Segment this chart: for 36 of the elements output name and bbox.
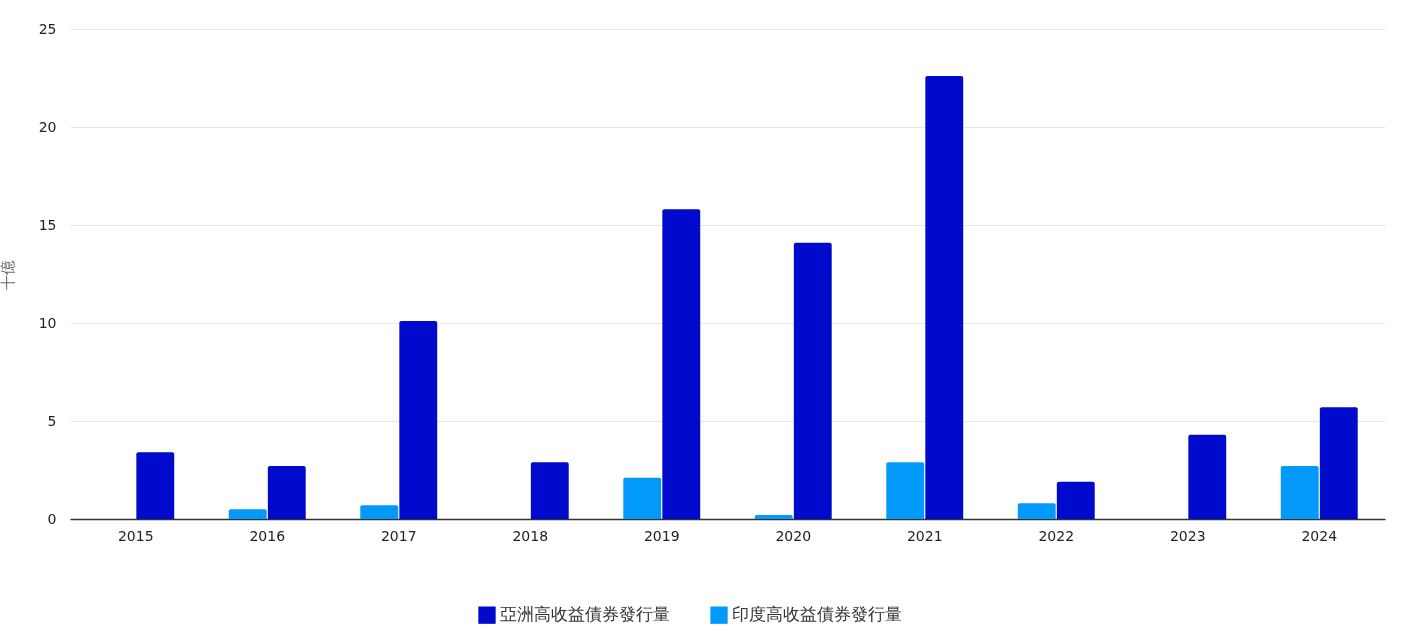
y-axis-title: 十億: [0, 259, 17, 290]
bar: [793, 242, 832, 519]
y-tick-label: 0: [47, 510, 57, 527]
bar: [623, 477, 662, 519]
x-tick-label: 2015: [117, 527, 154, 544]
x-tick-label: 2017: [380, 527, 417, 544]
x-tick-label: 2020: [775, 527, 812, 544]
x-tick-label: 2023: [1169, 527, 1206, 544]
bar: [228, 509, 267, 519]
y-tick-label: 25: [38, 20, 57, 37]
x-tick-label: 2021: [906, 527, 943, 544]
bar: [754, 515, 793, 519]
bar: [1319, 407, 1358, 519]
bar: [1280, 466, 1319, 519]
x-tick-label: 2019: [643, 527, 680, 544]
bar: [399, 321, 438, 519]
y-tick-label: 20: [38, 118, 57, 135]
bar: [886, 462, 925, 519]
bar: [925, 76, 964, 519]
bar: [1056, 481, 1095, 519]
legend-label: 亞洲高收益債券發行量: [500, 604, 670, 625]
y-tick-label: 10: [38, 314, 57, 331]
bar: [136, 452, 175, 519]
y-tick-label: 5: [47, 412, 57, 429]
bar: [267, 466, 306, 519]
legend-label: 印度高收益債券發行量: [732, 604, 902, 625]
bar: [1188, 434, 1227, 519]
bar: [662, 209, 701, 519]
x-tick-label: 2016: [249, 527, 286, 544]
x-tick-label: 2024: [1301, 527, 1338, 544]
x-tick-label: 2018: [512, 527, 549, 544]
bar: [1017, 503, 1056, 519]
y-tick-label: 15: [38, 216, 57, 233]
x-tick-label: 2022: [1038, 527, 1075, 544]
bar: [360, 505, 399, 519]
bar: [530, 462, 569, 519]
